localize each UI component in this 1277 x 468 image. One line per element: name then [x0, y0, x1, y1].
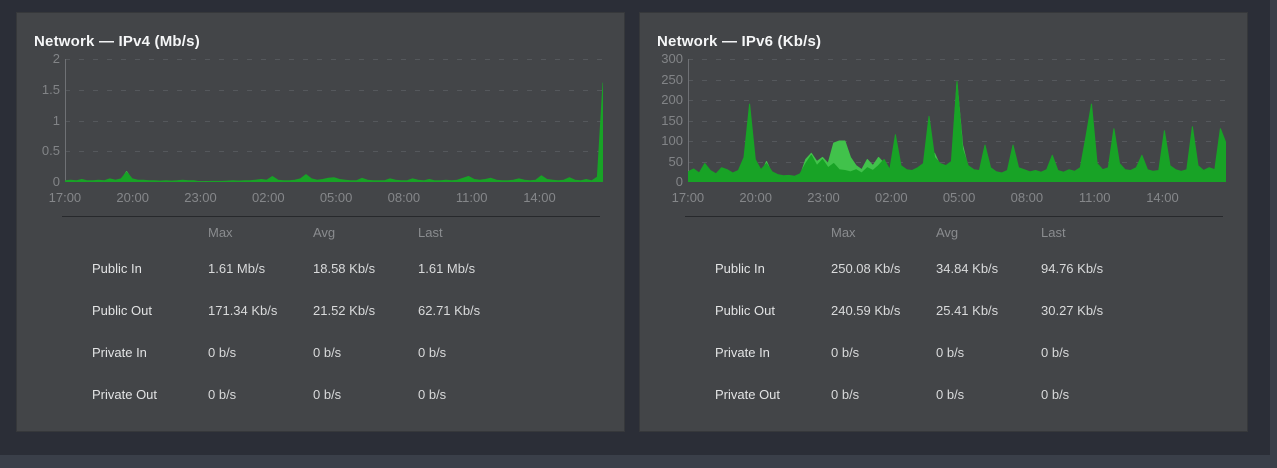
legend-series-label: Private In — [715, 344, 770, 360]
x-tick-label: 02:00 — [252, 190, 285, 205]
x-tick-label: 05:00 — [942, 190, 976, 205]
legend-series-label: Public In — [92, 260, 142, 276]
legend-max-value: 0 b/s — [831, 344, 860, 360]
legend-row: Private Out 0 b/s 0 b/s 0 b/s — [62, 373, 600, 415]
legend-last-value: 0 b/s — [418, 386, 447, 402]
legend-max-value: 240.59 Kb/s — [831, 302, 901, 318]
x-axis-labels: 17:00 20:00 23:00 02:00 05:00 08:00 11:00 14:00 — [31, 190, 573, 205]
legend-column-header: Max — [831, 224, 856, 240]
y-tick-label: 1.5 — [41, 81, 60, 97]
x-tick-label: 23:00 — [807, 190, 840, 205]
x-tick-label: 05:00 — [319, 190, 353, 205]
legend-column-header: Max — [208, 224, 233, 240]
page-edge-strip-bottom — [0, 455, 1277, 468]
x-tick-label: 23:00 — [184, 190, 217, 205]
legend-column-header: Last — [418, 224, 443, 240]
legend-series-label: Private Out — [92, 386, 158, 402]
legend-column-header: Last — [1041, 224, 1066, 240]
y-tick-label: 150 — [661, 112, 683, 128]
x-tick-label: 14:00 — [1146, 190, 1179, 205]
legend-last-value: 0 b/s — [418, 344, 447, 360]
legend-header: Max Avg Last — [62, 217, 600, 247]
legend-max-value: 0 b/s — [208, 386, 237, 402]
x-tick-label: 20:00 — [739, 190, 772, 205]
legend-avg-value: 34.84 Kb/s — [936, 260, 999, 276]
legend-rows: Public In 250.08 Kb/s 34.84 Kb/s 94.76 Kb/s… — [685, 247, 1223, 415]
y-tick-label: 2 — [52, 51, 60, 66]
legend-series-label: Private Out — [715, 386, 781, 402]
x-tick-label: 08:00 — [1010, 190, 1044, 205]
legend-last-value: 1.61 Mb/s — [418, 260, 476, 276]
legend-last-value: 30.27 Kb/s — [1041, 302, 1104, 318]
y-tick-label: 0.5 — [41, 143, 60, 159]
y-tick-label: 0 — [52, 174, 60, 189]
area-series-public-in — [688, 81, 1226, 182]
legend-row: Public In 1.61 Mb/s 18.58 Kb/s 1.61 Mb/s — [62, 247, 600, 289]
x-tick-label: 08:00 — [387, 190, 421, 205]
legend-avg-value: 25.41 Kb/s — [936, 302, 999, 318]
legend-series-label: Public In — [715, 260, 765, 276]
legend-row: Public Out 240.59 Kb/s 25.41 Kb/s 30.27 Kb/… — [685, 289, 1223, 331]
legend-avg-value: 21.52 Kb/s — [313, 302, 376, 318]
chart-title-ipv6: Network — IPv6 (Kb/s) — [657, 33, 822, 50]
area-chart-plot — [688, 59, 1226, 182]
x-tick-label: 11:00 — [455, 190, 488, 205]
area-series-public-in — [65, 82, 603, 182]
x-tick-label: 20:00 — [116, 190, 149, 205]
legend-max-value: 0 b/s — [208, 344, 237, 360]
y-tick-label: 300 — [661, 51, 683, 66]
legend-row: Private Out 0 b/s 0 b/s 0 b/s — [685, 373, 1223, 415]
legend-series-label: Public Out — [715, 302, 775, 318]
y-tick-label: 200 — [661, 92, 683, 107]
network-ipv6-panel: Network — IPv6 (Kb/s) 300 250 200 150 100 50 0… — [639, 12, 1248, 432]
legend-row: Public Out 171.34 Kb/s 21.52 Kb/s 62.71 Kb/… — [62, 289, 600, 331]
legend-avg-value: 18.58 Kb/s — [313, 260, 376, 276]
legend-last-value: 0 b/s — [1041, 344, 1070, 360]
legend-series-label: Public Out — [92, 302, 152, 318]
y-tick-label: 0 — [675, 174, 683, 189]
network-ipv4-panel: Network — IPv4 (Mb/s) 2 1.5 1 0.5 0 17:00 20:… — [16, 12, 625, 432]
x-axis-labels: 17:00 20:00 23:00 02:00 05:00 08:00 11:00 14:00 — [654, 190, 1196, 205]
legend-row: Private In 0 b/s 0 b/s 0 b/s — [685, 331, 1223, 373]
legend-max-value: 250.08 Kb/s — [831, 260, 901, 276]
y-tick-label: 50 — [668, 153, 683, 169]
x-tick-label: 17:00 — [48, 190, 82, 205]
y-tick-label: 250 — [661, 71, 683, 87]
legend-avg-value: 0 b/s — [313, 344, 342, 360]
y-axis-labels: 2 1.5 1 0.5 0 — [17, 51, 60, 190]
legend-last-value: 0 b/s — [1041, 386, 1070, 402]
x-tick-label: 17:00 — [671, 190, 705, 205]
legend-last-value: 62.71 Kb/s — [418, 302, 481, 318]
legend-row: Public In 250.08 Kb/s 34.84 Kb/s 94.76 Kb/s — [685, 247, 1223, 289]
legend-table: Max Avg Last Public In 250.08 Kb/s 34.84 Kb/… — [685, 216, 1223, 415]
legend-rows: Public In 1.61 Mb/s 18.58 Kb/s 1.61 Mb/s Pub… — [62, 247, 600, 415]
legend-last-value: 94.76 Kb/s — [1041, 260, 1104, 276]
legend-series-label: Private In — [92, 344, 147, 360]
legend-table: Max Avg Last Public In 1.61 Mb/s 18.58 Kb/s 1… — [62, 216, 600, 415]
area-chart-plot — [65, 59, 603, 182]
legend-avg-value: 0 b/s — [313, 386, 342, 402]
x-tick-label: 14:00 — [523, 190, 556, 205]
y-tick-label: 100 — [661, 133, 683, 148]
legend-avg-value: 0 b/s — [936, 344, 965, 360]
legend-avg-value: 0 b/s — [936, 386, 965, 402]
y-tick-label: 1 — [52, 112, 60, 128]
y-axis-labels: 300 250 200 150 100 50 0 — [640, 51, 683, 190]
chart-title-ipv4: Network — IPv4 (Mb/s) — [34, 33, 200, 50]
legend-column-header: Avg — [936, 224, 959, 240]
legend-max-value: 171.34 Kb/s — [208, 302, 278, 318]
legend-row: Private In 0 b/s 0 b/s 0 b/s — [62, 331, 600, 373]
legend-column-header: Avg — [313, 224, 336, 240]
legend-header: Max Avg Last — [685, 217, 1223, 247]
x-tick-label: 11:00 — [1078, 190, 1111, 205]
page-edge-strip-right — [1270, 0, 1277, 468]
legend-max-value: 1.61 Mb/s — [208, 260, 266, 276]
legend-max-value: 0 b/s — [831, 386, 860, 402]
x-tick-label: 02:00 — [875, 190, 908, 205]
